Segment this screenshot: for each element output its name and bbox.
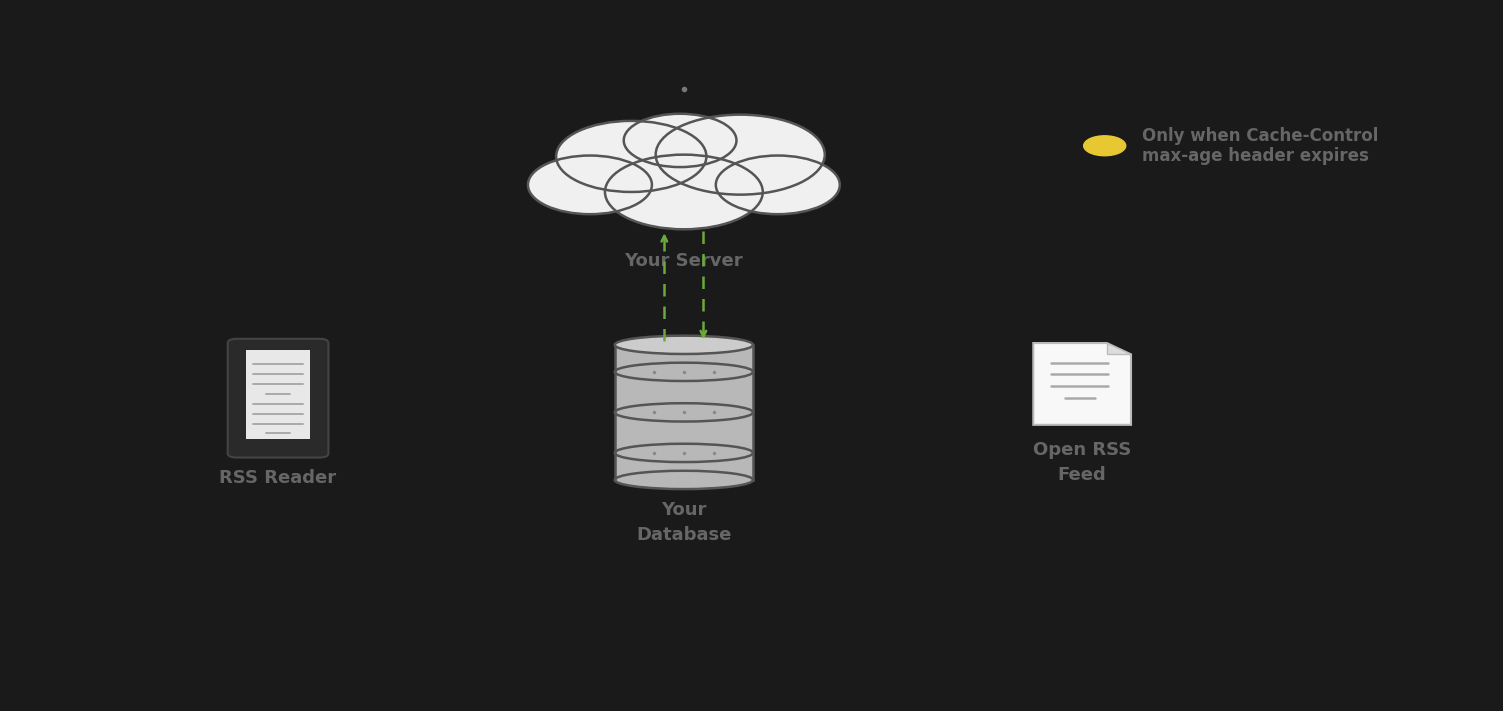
- Circle shape: [627, 115, 733, 166]
- FancyBboxPatch shape: [246, 350, 311, 439]
- Circle shape: [556, 121, 706, 192]
- Circle shape: [718, 157, 837, 213]
- Text: Only when Cache-Control: Only when Cache-Control: [1142, 127, 1378, 145]
- FancyBboxPatch shape: [228, 339, 329, 458]
- Ellipse shape: [615, 403, 753, 422]
- Text: Open RSS
Feed: Open RSS Feed: [1033, 441, 1132, 483]
- Text: Your
Database: Your Database: [636, 501, 732, 544]
- Circle shape: [655, 114, 825, 195]
- Circle shape: [715, 156, 840, 214]
- Circle shape: [624, 114, 736, 167]
- Ellipse shape: [615, 471, 753, 489]
- Ellipse shape: [615, 336, 753, 354]
- Circle shape: [561, 122, 703, 190]
- Text: max-age header expires: max-age header expires: [1142, 146, 1369, 165]
- Circle shape: [531, 157, 649, 213]
- Circle shape: [609, 156, 759, 228]
- Circle shape: [528, 156, 652, 214]
- Circle shape: [604, 154, 764, 229]
- Text: RSS Reader: RSS Reader: [219, 469, 337, 487]
- Polygon shape: [1106, 343, 1130, 354]
- Circle shape: [1084, 136, 1126, 156]
- Text: Your Server: Your Server: [625, 252, 742, 270]
- Polygon shape: [1034, 343, 1130, 424]
- Ellipse shape: [615, 363, 753, 381]
- Circle shape: [660, 117, 821, 193]
- Bar: [615, 345, 753, 480]
- Ellipse shape: [615, 444, 753, 462]
